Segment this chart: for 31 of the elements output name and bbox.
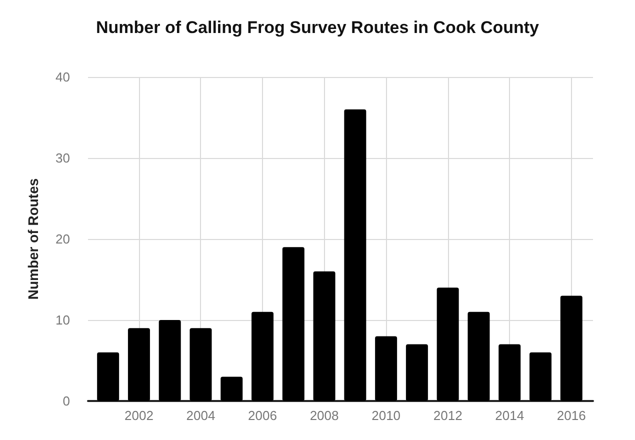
x-tick-label: 2016 [556,408,586,423]
x-tick-label: 2008 [310,408,339,423]
bar [97,352,120,401]
bar [560,296,582,401]
bar [158,320,181,401]
y-tick-label: 10 [56,312,70,328]
y-tick-label: 30 [56,150,70,166]
x-tick-label: 2010 [372,408,401,423]
x-tick-label: 2012 [433,408,462,423]
bar [406,344,428,401]
bar [468,312,490,401]
y-axis-title: Number of Routes [25,178,41,300]
bar [344,109,366,401]
bar [190,328,212,401]
bar [436,288,459,401]
bar [313,271,336,401]
bar [498,344,521,401]
chart-title: Number of Calling Frog Survey Routes in Cook County [96,18,540,37]
x-tick-label: 2014 [495,408,524,423]
bar [529,352,552,401]
x-tick-label: 2004 [186,408,216,423]
x-tick-label: 2006 [248,408,277,423]
bar [128,328,150,401]
x-tick-label: 2002 [124,408,154,423]
bar [252,312,274,401]
y-tick-label: 20 [56,232,70,246]
y-tick-label: 40 [56,70,70,84]
bar [220,376,243,401]
y-tick-label: 0 [62,394,70,408]
bar [282,247,304,401]
bar [375,336,398,401]
